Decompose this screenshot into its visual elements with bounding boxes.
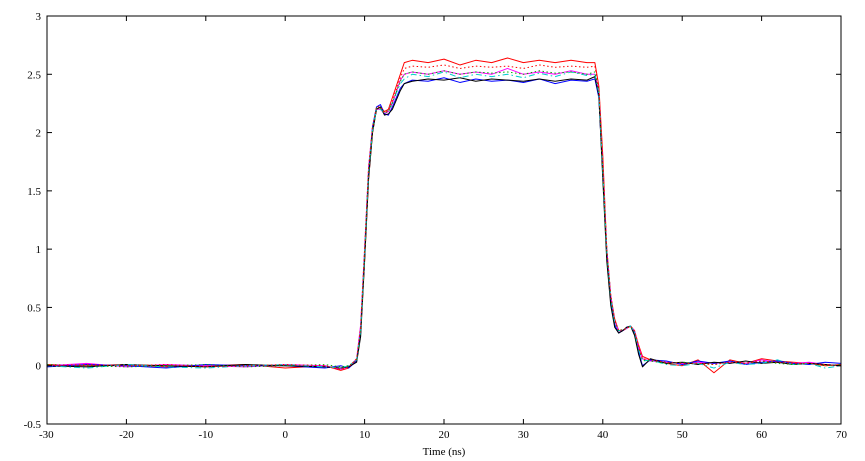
x-tick-label: 50 [677, 429, 689, 441]
x-tick-label: -10 [198, 429, 213, 441]
y-tick-label: 1.5 [27, 186, 41, 198]
x-tick-label: 30 [518, 429, 530, 441]
y-tick-label: 3 [36, 11, 42, 23]
y-tick-label: 2.5 [27, 69, 41, 81]
y-tick-label: 2 [36, 128, 42, 140]
series-line-6 [46, 70, 842, 368]
x-tick-label: -30 [39, 429, 54, 441]
plot-area [47, 16, 841, 424]
x-tick-label: 10 [359, 429, 371, 441]
y-tick-label: 0 [36, 361, 42, 373]
y-tick-label: -0.5 [24, 419, 42, 431]
x-axis-label: Time (ns) [423, 446, 466, 458]
series-line-4 [46, 76, 842, 369]
series-line-5 [46, 71, 842, 369]
y-tick-label: 0.5 [27, 302, 41, 314]
x-tick-label: 70 [836, 429, 848, 441]
y-tick-label: 1 [36, 244, 42, 256]
x-tick-label: 60 [756, 429, 768, 441]
x-tick-label: 0 [282, 429, 288, 441]
x-tick-label: -20 [119, 429, 134, 441]
tick-layer: -30 -20 -10 0 10 20 30 40 50 60 70 -0.5 0 0.5 1 1.5 2 2.5… [24, 11, 848, 441]
series-layer [46, 57, 842, 374]
x-tick-label: 40 [597, 429, 609, 441]
x-tick-label: 20 [439, 429, 451, 441]
